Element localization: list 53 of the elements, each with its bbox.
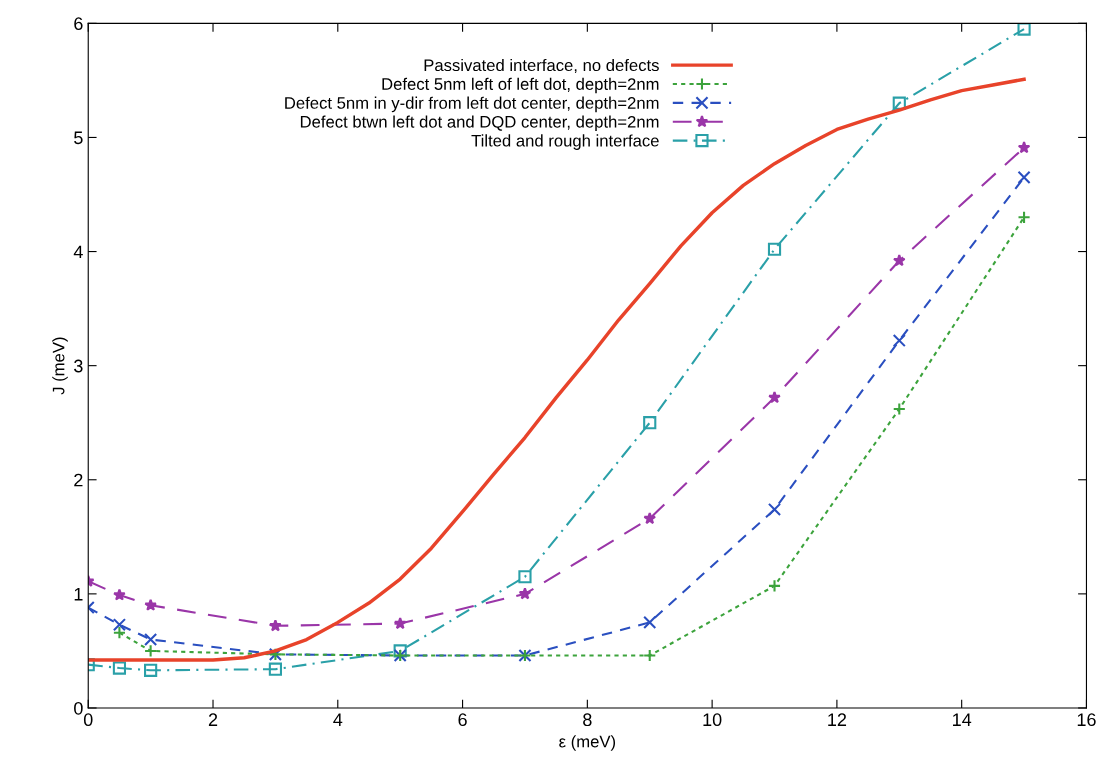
point (1017, 210, 1031, 224)
x-tick-label: 14 (953, 713, 972, 726)
point (892, 254, 906, 267)
y-tick-label: 4 (73, 245, 83, 259)
y-tick-label: 0 (74, 701, 83, 715)
point (1017, 23, 1031, 36)
x-tick-label: 0 (83, 713, 93, 727)
point (767, 242, 782, 256)
point (518, 570, 532, 584)
point (268, 662, 282, 676)
y-tick-label: 1 (74, 587, 83, 601)
point (144, 632, 158, 647)
y-tick-label: 5 (74, 131, 83, 145)
x-tick-label: 4 (333, 713, 343, 726)
point (643, 648, 657, 663)
point (112, 618, 127, 632)
point (892, 96, 906, 110)
legend-label: Passivated interface, no defects (424, 58, 659, 74)
point (643, 511, 657, 525)
point (768, 391, 781, 404)
x-tick-label: 8 (583, 713, 592, 727)
point (144, 663, 158, 677)
legend-label: Defect btwn left dot and DQD center, depth=2nm (300, 115, 659, 132)
y-tick-label: 2 (74, 473, 83, 487)
point (767, 502, 782, 517)
point (1017, 170, 1031, 184)
x-tick-label: 10 (703, 713, 722, 727)
y-axis-title: J (meV) (52, 337, 68, 395)
point (643, 615, 657, 629)
point (767, 579, 782, 593)
point (393, 644, 407, 658)
legend-label: Defect 5nm left of left dot, depth=2nm (382, 77, 659, 94)
point (144, 598, 157, 611)
point (112, 626, 127, 640)
point (269, 619, 282, 632)
y-tick-label: 6 (74, 17, 83, 31)
point (144, 644, 158, 658)
legend-label: Tilted and rough interface (471, 134, 659, 150)
point (113, 588, 126, 601)
x-tick-label: 16 (1077, 713, 1096, 727)
point (643, 416, 657, 430)
x-tick-label: 12 (828, 713, 847, 726)
point (112, 661, 127, 675)
point (518, 587, 532, 600)
x-tick-label: 6 (458, 713, 467, 727)
point (892, 402, 906, 416)
legend-label: Defect 5nm in y-dir from left dot center, depth=2nm (285, 96, 659, 113)
x-axis-title: ε (meV) (559, 735, 616, 751)
point (892, 333, 906, 348)
y-tick-label: 3 (74, 359, 83, 373)
point (1017, 141, 1031, 154)
point (393, 616, 407, 630)
x-tick-label: 2 (208, 713, 218, 726)
